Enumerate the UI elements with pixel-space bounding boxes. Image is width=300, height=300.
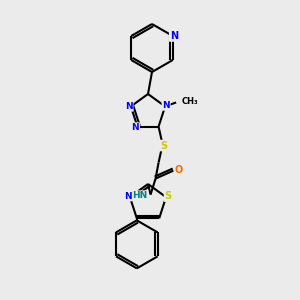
Text: N: N <box>162 101 170 110</box>
Text: CH₃: CH₃ <box>182 97 199 106</box>
Text: N: N <box>170 31 178 41</box>
Text: HN: HN <box>132 191 148 200</box>
Text: O: O <box>175 165 183 175</box>
Text: N: N <box>124 192 132 201</box>
Text: N: N <box>125 102 133 111</box>
Text: S: S <box>164 191 172 201</box>
Text: S: S <box>160 141 167 151</box>
Text: N: N <box>132 123 139 132</box>
